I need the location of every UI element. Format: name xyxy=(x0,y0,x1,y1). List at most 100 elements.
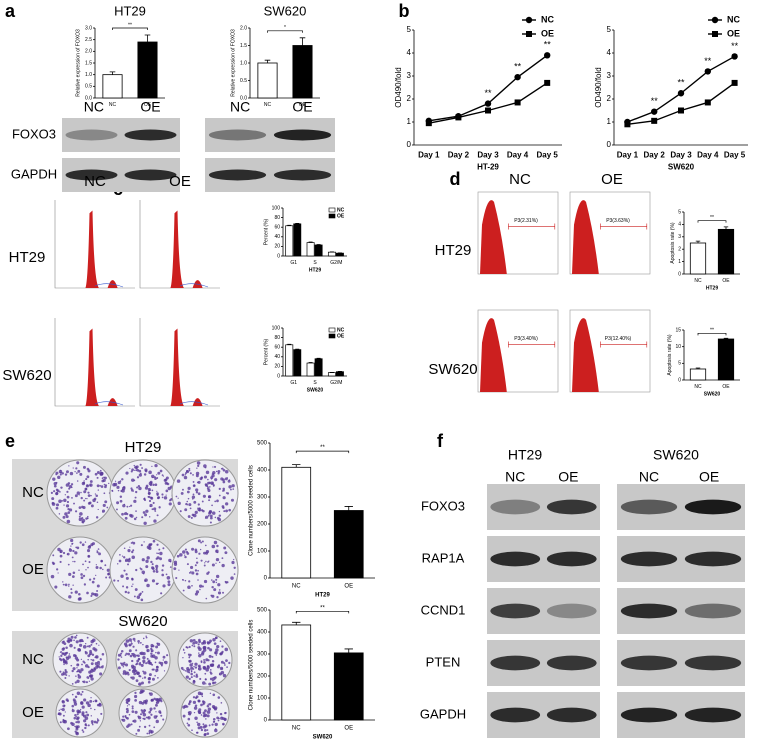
colony xyxy=(155,702,158,704)
colony xyxy=(143,521,147,526)
blot-band xyxy=(684,499,742,515)
colony xyxy=(87,469,91,473)
colony xyxy=(58,712,62,716)
colony xyxy=(131,585,133,588)
colony xyxy=(73,716,77,720)
colony xyxy=(57,713,60,716)
colony xyxy=(134,588,138,592)
colony xyxy=(156,474,158,476)
colony xyxy=(187,717,191,721)
colony xyxy=(126,717,129,720)
colony xyxy=(228,508,232,512)
colony xyxy=(68,484,73,489)
colony xyxy=(90,697,92,699)
colony xyxy=(221,505,225,508)
colony xyxy=(183,475,188,480)
blot-band xyxy=(490,551,541,567)
colony xyxy=(151,579,156,583)
legend-label: NC xyxy=(337,207,345,213)
colony xyxy=(128,649,132,653)
colony xyxy=(133,464,135,467)
y-tick-label: 20 xyxy=(274,244,280,250)
column-label: NC xyxy=(84,173,106,190)
colony xyxy=(141,570,146,575)
colony xyxy=(124,590,128,594)
colony xyxy=(119,554,121,556)
colony xyxy=(201,540,204,543)
colony xyxy=(99,672,103,676)
colony xyxy=(159,551,163,556)
colony xyxy=(91,580,95,584)
colony xyxy=(84,650,87,653)
gate xyxy=(508,223,556,230)
colony xyxy=(152,501,155,504)
colony xyxy=(96,550,98,552)
colony xyxy=(114,480,117,482)
colony xyxy=(140,709,143,712)
colony xyxy=(182,488,184,491)
colony xyxy=(192,474,194,476)
colony xyxy=(222,489,225,492)
colony xyxy=(206,665,210,668)
colony xyxy=(84,716,89,721)
colony xyxy=(194,564,197,567)
colony xyxy=(125,576,129,580)
y-axis-label: Percent (%) xyxy=(263,218,269,245)
blot-band xyxy=(620,707,678,723)
colony xyxy=(150,647,153,651)
colony xyxy=(192,700,197,705)
colony xyxy=(192,493,195,496)
colony xyxy=(77,673,80,677)
colony xyxy=(133,672,137,676)
colony xyxy=(122,666,125,668)
colony xyxy=(111,489,114,492)
marker xyxy=(624,121,631,128)
y-tick-label: 20 xyxy=(274,364,280,370)
colony xyxy=(72,698,76,702)
colony xyxy=(189,639,194,643)
colony xyxy=(190,676,193,679)
colony xyxy=(182,657,184,659)
colony xyxy=(97,508,99,511)
histogram-peak xyxy=(170,210,184,288)
colony xyxy=(137,640,140,643)
y-axis-label: Relative expression of FOXO3 xyxy=(75,29,81,97)
colony xyxy=(102,568,104,571)
x-tick-label: OE xyxy=(722,278,730,284)
colony xyxy=(155,711,157,713)
colony xyxy=(186,705,189,708)
colony xyxy=(94,493,97,495)
colony xyxy=(160,714,163,717)
colony xyxy=(221,557,224,560)
colony xyxy=(64,494,67,496)
y-axis-label: Clone numbers/5000 seeded cells xyxy=(248,465,254,556)
colony xyxy=(140,713,143,716)
colony xyxy=(215,550,218,552)
plate xyxy=(171,536,239,604)
colony xyxy=(93,720,97,724)
colony xyxy=(136,654,138,657)
colony xyxy=(224,647,229,652)
colony xyxy=(195,488,199,492)
y-tick-label: 1 xyxy=(407,117,412,126)
colony xyxy=(140,651,144,656)
colony xyxy=(75,717,79,721)
x-tick-label: OE xyxy=(722,384,730,390)
colony xyxy=(135,649,138,652)
colony xyxy=(94,593,99,597)
colony xyxy=(69,548,71,550)
colony xyxy=(184,555,187,559)
colony xyxy=(136,486,139,489)
colony xyxy=(133,719,137,723)
histogram-fit xyxy=(94,401,124,406)
colony xyxy=(100,485,104,488)
colony xyxy=(123,512,127,516)
bar xyxy=(285,344,294,377)
colony xyxy=(67,511,71,514)
colony xyxy=(68,465,70,467)
colony xyxy=(134,496,137,499)
colony xyxy=(82,563,84,566)
colony xyxy=(60,654,63,657)
colony xyxy=(127,558,131,563)
bar xyxy=(102,74,123,99)
